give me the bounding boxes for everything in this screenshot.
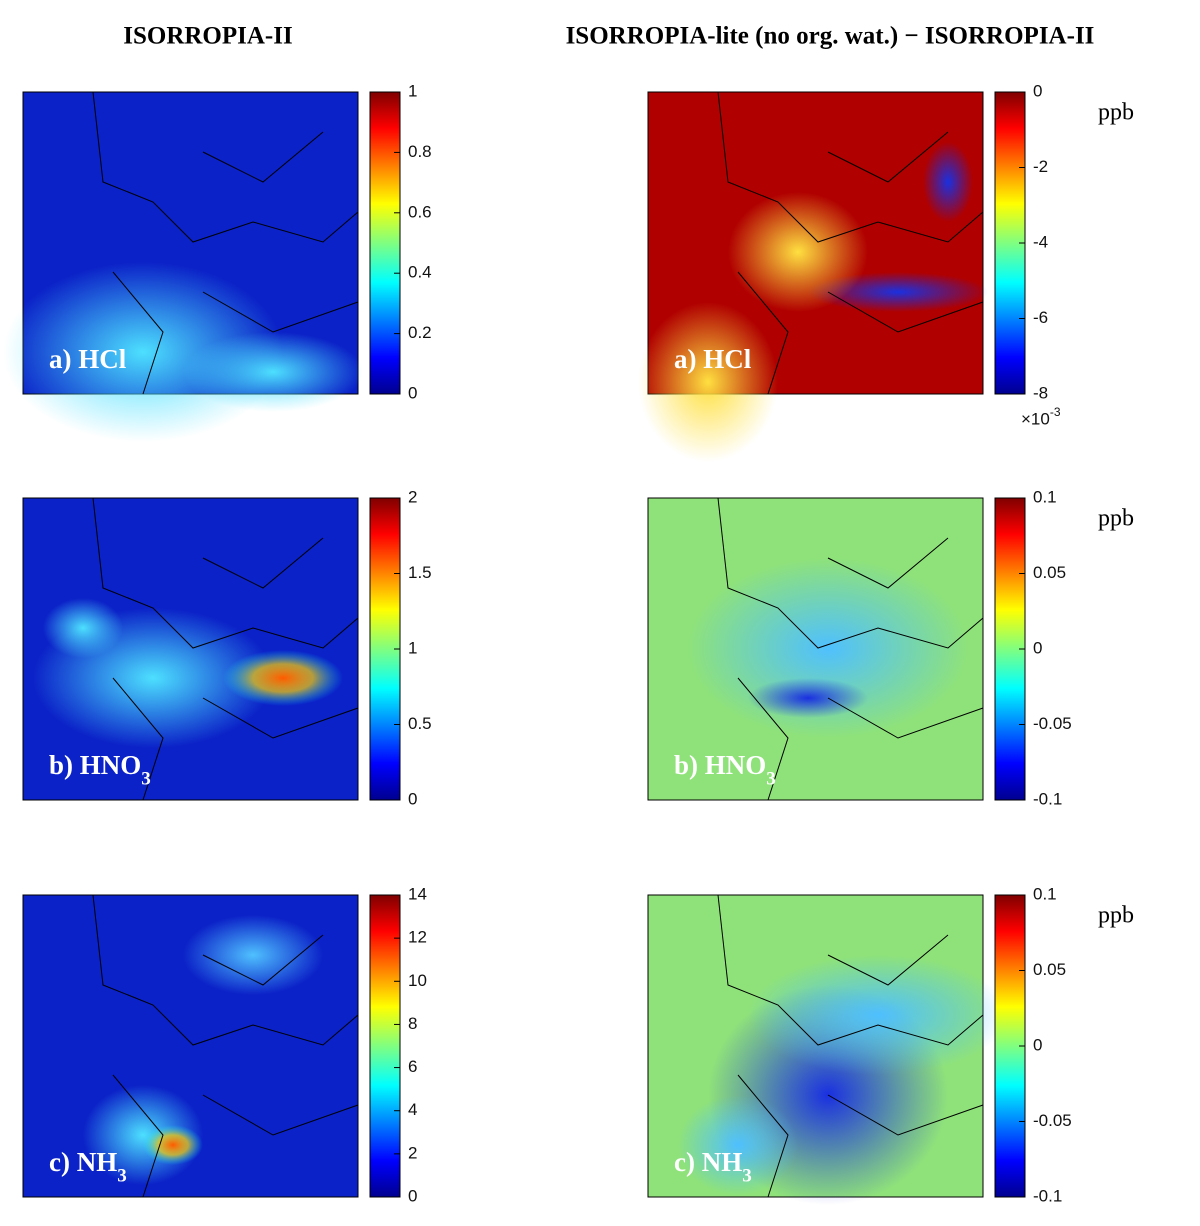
colorbar-tick-label: 0.5 (408, 714, 432, 733)
coastline (717, 91, 984, 395)
colorbar-tick-label: 0.05 (1033, 563, 1066, 582)
colorbar-tick-label: 14 (408, 884, 427, 903)
colorbar-tick-label: -2 (1033, 157, 1048, 176)
colorbar-tick-label: 0 (1033, 81, 1042, 100)
panel-label: c) NH (674, 1147, 742, 1177)
colorbar-tick-label: -8 (1033, 383, 1048, 402)
colorbar-tick-label: -0.1 (1033, 789, 1062, 808)
coastline (92, 91, 359, 395)
unit-label: ppb (1098, 903, 1134, 929)
panel-label: a) HCl (674, 344, 752, 374)
map-panel (3, 91, 363, 442)
map-field (748, 678, 868, 718)
colorbar-tick-label: 0.05 (1033, 960, 1066, 979)
colorbar-tick-label: 10 (408, 971, 427, 990)
panel-label: a) HCl (49, 344, 127, 374)
colorbar-tick-label: -0.05 (1033, 714, 1072, 733)
colorbar-tick-label: -0.1 (1033, 1186, 1062, 1205)
colorbar-tick-label: 1 (408, 81, 417, 100)
colorbar-tick-label: 1.5 (408, 563, 432, 582)
colorbar-tick-label: 2 (408, 1143, 417, 1162)
panel-label-subscript: 3 (141, 768, 151, 789)
panel-label: b) HNO (674, 750, 766, 780)
map-field (143, 1125, 203, 1165)
map-field (748, 955, 1008, 1075)
map-panel (647, 894, 1008, 1205)
colorbar-tick-label: 4 (408, 1100, 417, 1119)
map-panel (22, 497, 359, 801)
map-field (223, 650, 343, 706)
coastline (717, 497, 984, 801)
colorbar-tick-label: 0.4 (408, 263, 432, 282)
coastline (717, 894, 984, 1198)
panel-label: c) NH (49, 1147, 117, 1177)
column-title: ISORROPIA-lite (no org. wat.) − ISORROPI… (566, 23, 1095, 50)
map-panel (647, 497, 984, 801)
colorbar-tick-label: 2 (408, 487, 417, 506)
colorbar-tick-label: -0.05 (1033, 1111, 1072, 1130)
colorbar-tick-label: 0 (1033, 638, 1042, 657)
panel-label: b) HNO (49, 750, 141, 780)
map-field (43, 598, 123, 658)
map-panel (22, 894, 359, 1198)
colorbar (369, 91, 401, 395)
panel-label-subscript: 3 (117, 1165, 127, 1186)
colorbar-tick-label: 0.1 (1033, 884, 1057, 903)
colorbar-multiplier-exponent: -3 (1050, 405, 1061, 419)
column-title: ISORROPIA-II (123, 23, 292, 50)
colorbar-tick-label: 6 (408, 1057, 417, 1076)
panel-label-subscript: 3 (742, 1165, 752, 1186)
colorbar-tick-label: 1 (408, 638, 417, 657)
colorbar-tick-label: 12 (408, 928, 427, 947)
unit-label: ppb (1098, 506, 1134, 532)
map-field (638, 302, 778, 462)
map-field (183, 332, 363, 412)
coastline (92, 497, 359, 801)
map-field (923, 142, 973, 222)
map-field (183, 915, 323, 995)
panel-label-subscript: 3 (766, 768, 776, 789)
colorbar-tick-label: 0.8 (408, 142, 432, 161)
colorbar-tick-label: -6 (1033, 308, 1048, 327)
colorbar-tick-label: 0.2 (408, 323, 432, 342)
colorbar-tick-label: 0 (1033, 1035, 1042, 1054)
colorbar-tick-label: 0 (408, 789, 417, 808)
map-field (728, 192, 868, 312)
unit-label: ppb (1098, 100, 1134, 126)
colorbar-tick-label: 8 (408, 1014, 417, 1033)
coastline (92, 894, 359, 1198)
colorbar-tick-label: 0.6 (408, 202, 432, 221)
colorbar-tick-label: -4 (1033, 232, 1048, 251)
colorbar-tick-label: 0.1 (1033, 487, 1057, 506)
map-panel (638, 91, 988, 462)
colorbar-tick-label: 0 (408, 383, 417, 402)
colorbar (369, 894, 401, 1198)
colorbar-tick-label: 0 (408, 1186, 417, 1205)
map-field (678, 1095, 798, 1195)
colorbar-multiplier: ×10 (1021, 409, 1050, 428)
